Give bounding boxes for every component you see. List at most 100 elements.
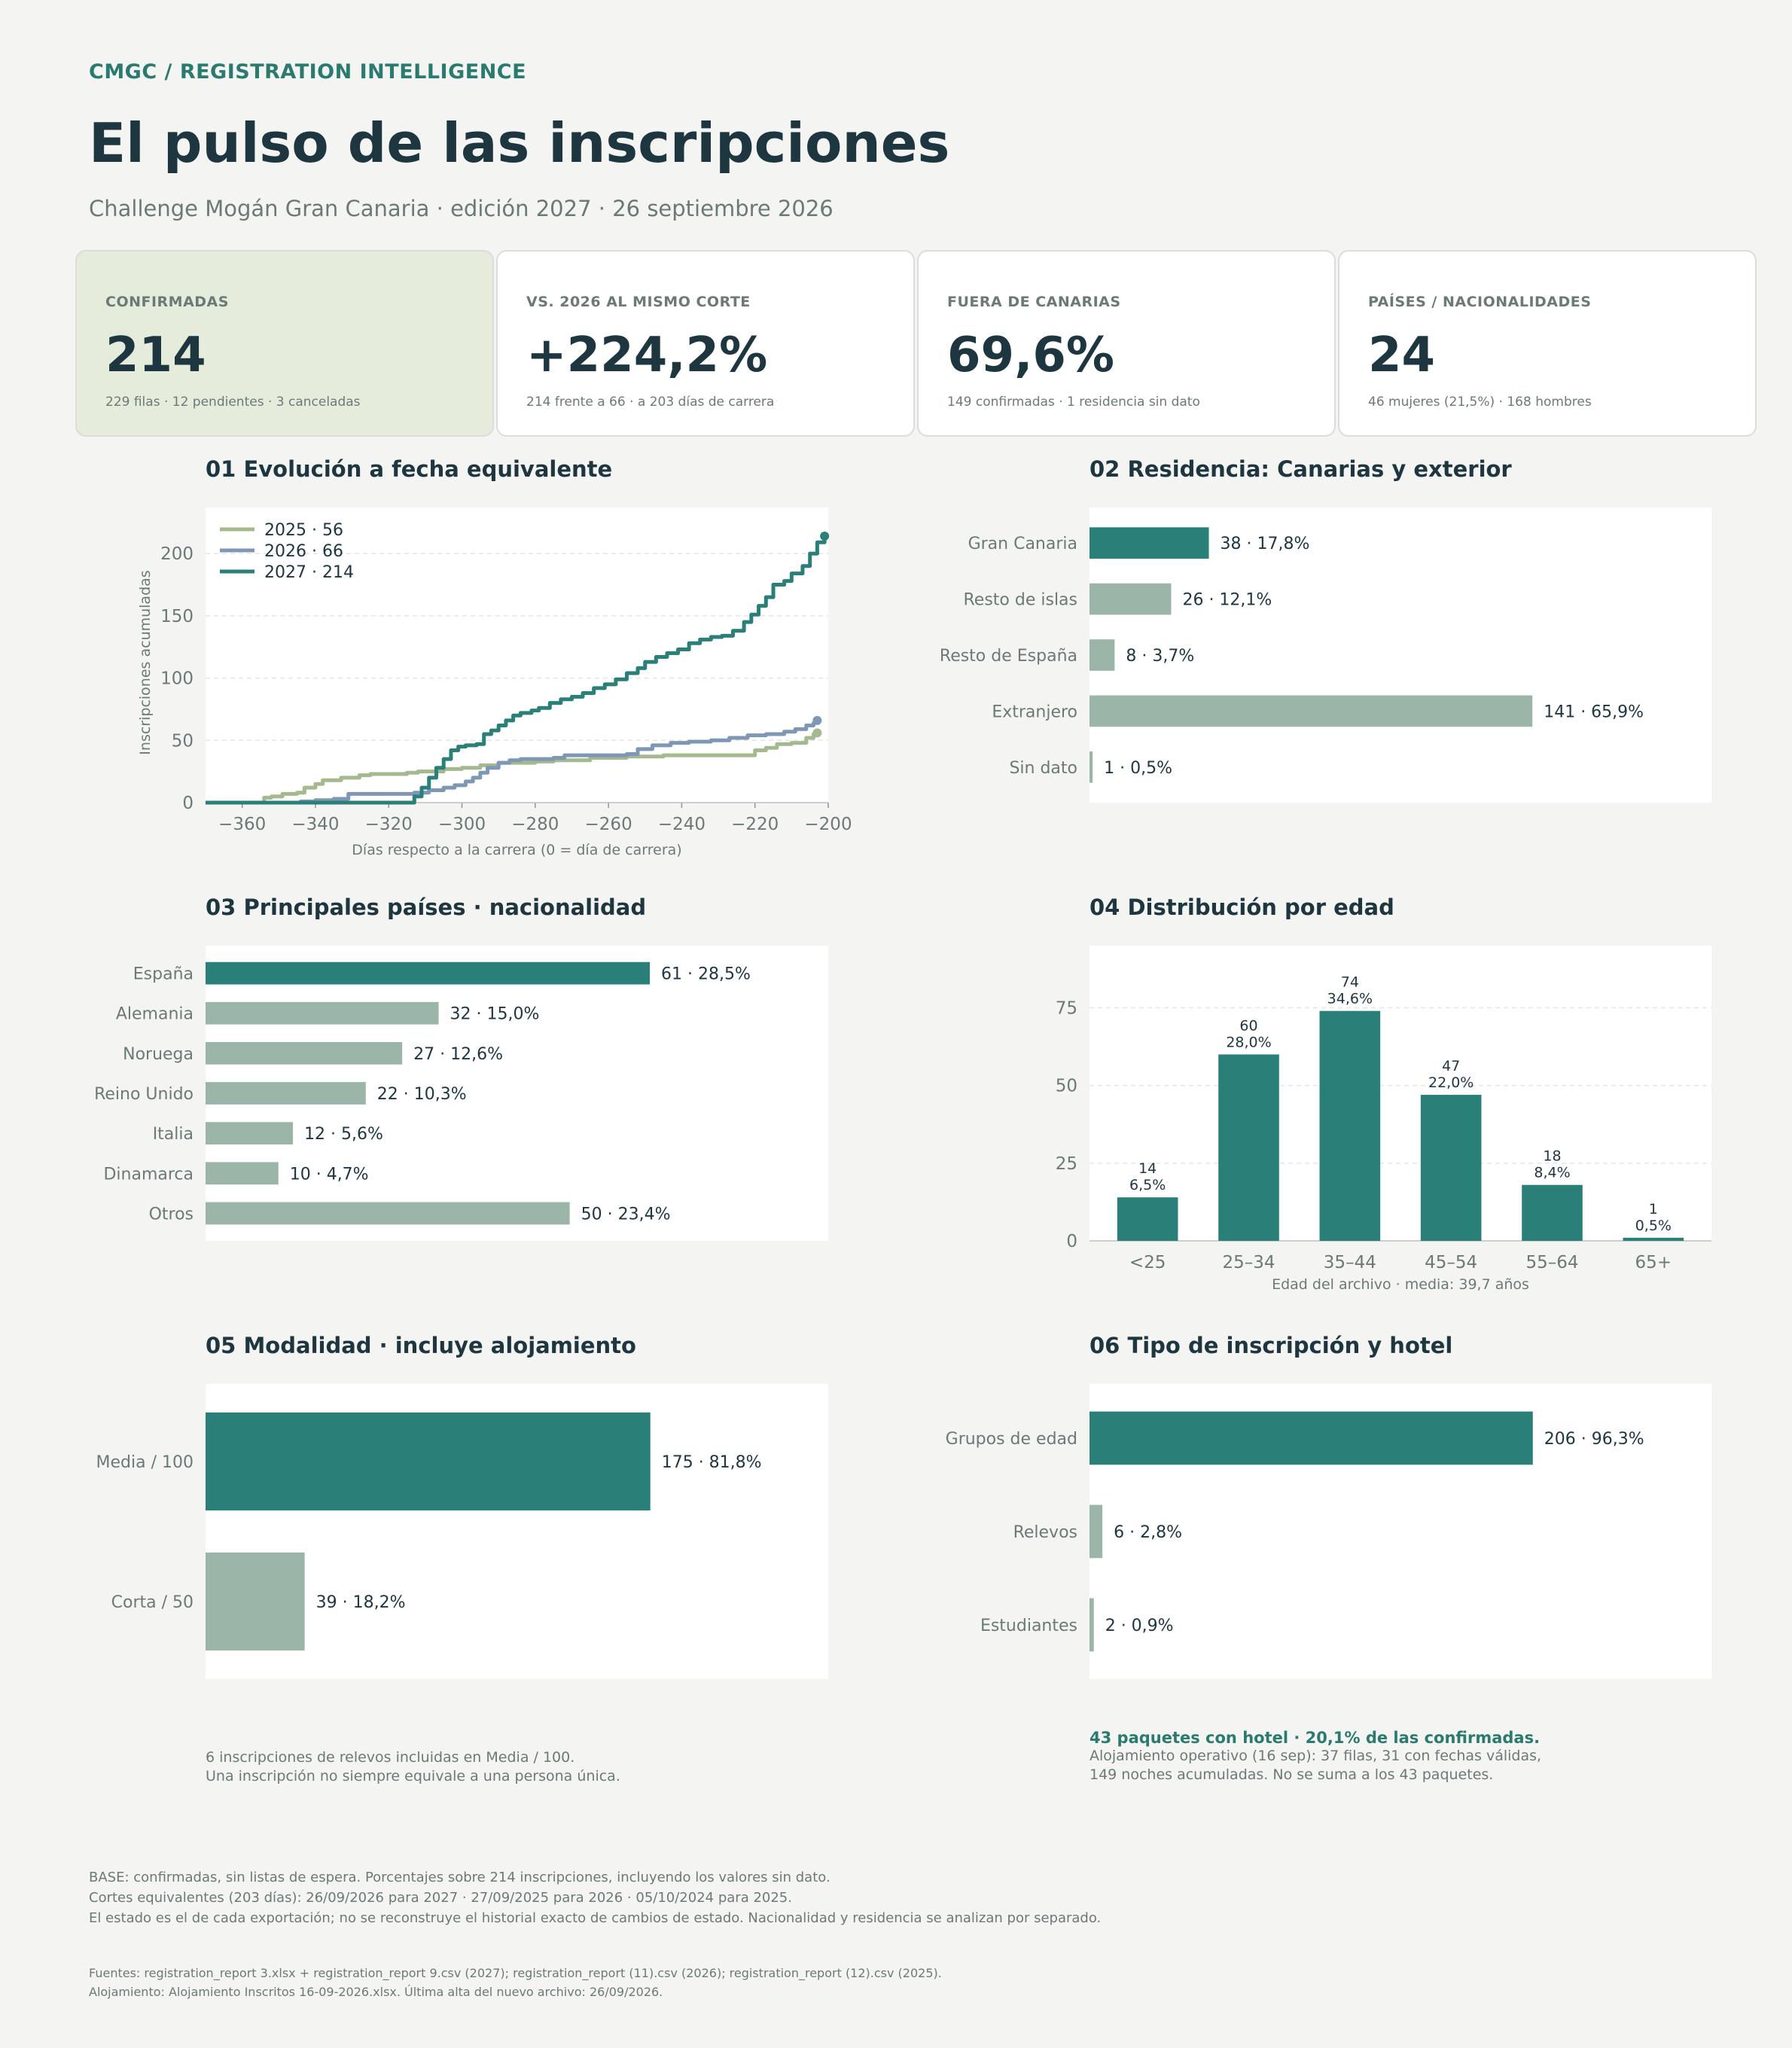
- edad-value-label: 18: [1543, 1148, 1561, 1165]
- residencia-bar: [1090, 751, 1093, 783]
- residencia-value-label: 26 · 12,1%: [1182, 591, 1272, 610]
- hotel-highlight: 43 paquetes con hotel · 20,1% de las con…: [1090, 1729, 1541, 1747]
- edad-bar: [1218, 1054, 1279, 1241]
- paises-value-label: 10 · 4,7%: [290, 1165, 369, 1184]
- kpi-card-vs-2026: VS. 2026 AL MISMO CORTE +224,2% 214 fren…: [496, 250, 915, 437]
- kpi-label: VS. 2026 AL MISMO CORTE: [526, 294, 751, 310]
- kpi-note: 46 mujeres (21,5%) · 168 hombres: [1368, 395, 1592, 410]
- kpi-value: 24: [1368, 328, 1436, 383]
- modalidad-bar: [206, 1412, 651, 1511]
- residencia-value-label: 8 · 3,7%: [1126, 647, 1194, 666]
- page-title: El pulso de las inscripciones: [89, 111, 950, 175]
- evolucion-series-endpoint-2: [820, 532, 830, 541]
- evolucion-x-tick-label: −320: [365, 815, 413, 834]
- modalidad-value-label: 175 · 81,8%: [662, 1453, 762, 1472]
- panel-title-paises: 03 Principales países · nacionalidad: [206, 894, 647, 920]
- edad-percent-label: 34,6%: [1327, 991, 1373, 1007]
- kpi-note: 214 frente a 66 · a 203 días de carrera: [526, 395, 775, 410]
- kpi-value: +224,2%: [526, 328, 768, 383]
- evolucion-x-tick-label: −280: [511, 815, 559, 834]
- evolucion-x-tick-label: −360: [218, 815, 266, 834]
- tipo-category-label: Grupos de edad: [946, 1430, 1077, 1449]
- evolucion-x-tick-label: −260: [585, 815, 632, 834]
- edad-percent-label: 0,5%: [1635, 1218, 1672, 1234]
- edad-category-label: 45–54: [1425, 1253, 1477, 1272]
- evolucion-legend-label-2: 2027 · 214: [264, 563, 354, 582]
- evolucion-x-tick-label: −340: [291, 815, 339, 834]
- kpi-card-fuera-canarias: FUERA DE CANARIAS 69,6% 149 confirmadas …: [917, 250, 1336, 437]
- evolucion-y-axis-label: Inscripciones acumuladas: [137, 570, 154, 754]
- tipo-caption: 43 paquetes con hotel · 20,1% de las con…: [1090, 1729, 1541, 1784]
- edad-category-label: 65+: [1635, 1253, 1672, 1272]
- page-subtitle: Challenge Mogán Gran Canaria · edición 2…: [89, 196, 834, 221]
- paises-value-label: 32 · 15,0%: [450, 1005, 540, 1024]
- modalidad-category-label: Media / 100: [96, 1453, 194, 1472]
- tipo-category-label: Estudiantes: [980, 1617, 1077, 1635]
- edad-y-tick-label: 75: [1056, 999, 1077, 1019]
- kpi-label: CONFIRMADAS: [105, 294, 229, 310]
- tipo-caption-line2: 149 noches acumuladas. No se suma a los …: [1090, 1766, 1494, 1783]
- paises-category-label: Reino Unido: [94, 1085, 194, 1104]
- edad-bar: [1420, 1095, 1482, 1241]
- evolucion-y-tick-label: 50: [172, 731, 194, 751]
- evolucion-series-line-2: [206, 536, 827, 805]
- evolucion-y-tick-label: 100: [160, 669, 194, 689]
- evolucion-x-tick-label: −240: [658, 815, 706, 834]
- kpi-card-paises: PAÍSES / NACIONALIDADES 24 46 mujeres (2…: [1338, 250, 1757, 437]
- kpi-label: PAÍSES / NACIONALIDADES: [1368, 294, 1592, 310]
- modalidad-bar: [206, 1552, 305, 1651]
- paises-bar: [206, 1162, 279, 1185]
- modalidad-caption: 6 inscripciones de relevos incluidas en …: [206, 1748, 620, 1786]
- edad-percent-label: 8,4%: [1534, 1165, 1570, 1181]
- residencia-category-label: Sin dato: [1009, 759, 1077, 778]
- residencia-bar: [1090, 527, 1209, 559]
- evolucion-x-tick-label: −200: [804, 815, 852, 834]
- edad-bar: [1117, 1197, 1178, 1241]
- evolucion-x-tick-label: −300: [438, 815, 486, 834]
- evolucion-x-axis-label: Días respecto a la carrera (0 = día de c…: [352, 842, 681, 858]
- edad-value-label: 60: [1239, 1017, 1257, 1034]
- edad-plot-area: [1090, 946, 1711, 1241]
- footer-sources-line2: Alojamiento: Alojamiento Inscritos 16-09…: [89, 1985, 663, 1999]
- paises-value-label: 27 · 12,6%: [413, 1045, 503, 1064]
- footer-sources: Fuentes: registration_report 3.xlsx + re…: [89, 1964, 942, 2001]
- modalidad-category-label: Corta / 50: [111, 1593, 194, 1612]
- footer-base-line3: El estado es el de cada exportación; no …: [89, 1910, 1102, 1926]
- tipo-value-label: 6 · 2,8%: [1114, 1523, 1182, 1542]
- tipo-bar: [1090, 1598, 1094, 1652]
- paises-value-label: 12 · 5,6%: [304, 1125, 383, 1144]
- kpi-note: 149 confirmadas · 1 residencia sin dato: [947, 395, 1200, 410]
- edad-value-label: 14: [1138, 1160, 1157, 1177]
- kpi-note: 229 filas · 12 pendientes · 3 canceladas: [105, 395, 361, 410]
- kpi-value: 214: [105, 328, 206, 383]
- evolucion-x-tick-label: −220: [731, 815, 779, 834]
- evolucion-series-endpoint-0: [812, 728, 822, 738]
- footer-base-line2: Cortes equivalentes (203 días): 26/09/20…: [89, 1890, 792, 1906]
- footer-sources-line1: Fuentes: registration_report 3.xlsx + re…: [89, 1966, 942, 1980]
- tipo-caption-line1: Alojamiento operativo (16 sep): 37 filas…: [1090, 1748, 1542, 1764]
- edad-value-label: 47: [1442, 1058, 1460, 1074]
- edad-category-label: <25: [1129, 1253, 1166, 1272]
- residencia-category-label: Resto de islas: [964, 591, 1078, 610]
- modalidad-caption-line2: Una inscripción no siempre equivale a un…: [206, 1768, 620, 1784]
- edad-percent-label: 28,0%: [1226, 1034, 1271, 1050]
- paises-bar: [206, 1082, 366, 1105]
- tipo-category-label: Relevos: [1013, 1523, 1077, 1542]
- tipo-bar: [1090, 1411, 1533, 1465]
- edad-bar: [1623, 1237, 1684, 1241]
- kpi-card-confirmadas: CONFIRMADAS 214 229 filas · 12 pendiente…: [75, 250, 494, 437]
- paises-category-label: Italia: [153, 1125, 194, 1144]
- tipo-bar: [1090, 1504, 1103, 1559]
- paises-bar: [206, 1001, 439, 1025]
- kpi-value: 69,6%: [947, 328, 1115, 383]
- residencia-bar: [1090, 695, 1533, 727]
- edad-y-tick-label: 25: [1056, 1154, 1077, 1174]
- tipo-value-label: 206 · 96,3%: [1544, 1430, 1644, 1449]
- modalidad-value-label: 39 · 18,2%: [316, 1593, 406, 1612]
- footer-base: BASE: confirmadas, sin listas de espera.…: [89, 1867, 1101, 1928]
- edad-percent-label: 22,0%: [1428, 1074, 1474, 1091]
- paises-bar: [206, 1202, 570, 1225]
- edad-percent-label: 6,5%: [1129, 1177, 1166, 1193]
- modalidad-caption-line1: 6 inscripciones de relevos incluidas en …: [206, 1749, 575, 1766]
- residencia-category-label: Resto de España: [940, 647, 1077, 666]
